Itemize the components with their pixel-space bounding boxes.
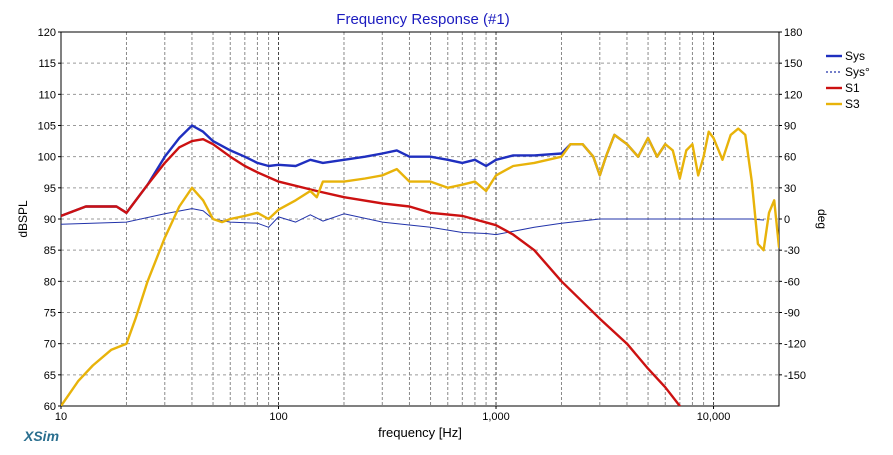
xsim-logo: XSim (23, 428, 59, 444)
y-left-tick-label: 115 (38, 58, 56, 70)
series-line-s1 (61, 138, 681, 406)
legend-label-sys: Sys° (845, 65, 870, 79)
legend: Sys Sys° S1 S3 (826, 49, 870, 111)
y-axis-right-label: deg (815, 209, 829, 229)
legend-label-sys: Sys (845, 49, 865, 63)
y-left-tick-label: 65 (44, 370, 56, 382)
y-left-tick-label: 80 (44, 276, 56, 288)
y-right-tick-label: -120 (784, 339, 806, 351)
y-axis-left-label: dBSPL (16, 200, 30, 238)
x-tick-label: 10,000 (697, 411, 731, 423)
y-right-tick-label: -150 (784, 370, 806, 382)
y-right-tick-label: 180 (784, 27, 802, 39)
y-left-tick-label: 75 (44, 308, 56, 320)
y-left-tick-label: 120 (38, 27, 56, 39)
axis-ticks: 6065707580859095100105110115120-150-120-… (38, 27, 806, 423)
series-line-s3 (61, 127, 779, 406)
chart-title: Frequency Response (#1) (336, 11, 509, 28)
y-right-tick-label: 150 (784, 58, 802, 70)
x-tick-label: 1,000 (482, 411, 510, 423)
series-line-sys (61, 208, 765, 236)
y-left-tick-label: 90 (44, 214, 56, 226)
legend-label-s3: S3 (845, 97, 860, 111)
y-right-tick-label: 90 (784, 121, 796, 133)
x-axis-label: frequency [Hz] (378, 425, 462, 440)
y-right-tick-label: -60 (784, 276, 800, 288)
y-left-tick-label: 100 (38, 152, 56, 164)
x-tick-label: 10 (55, 411, 67, 423)
y-right-tick-label: 60 (784, 152, 796, 164)
y-right-tick-label: 0 (784, 214, 790, 226)
y-left-tick-label: 110 (38, 89, 56, 101)
y-right-tick-label: 120 (784, 89, 802, 101)
y-left-tick-label: 85 (44, 245, 56, 257)
y-left-tick-label: 70 (44, 339, 56, 351)
y-left-tick-label: 105 (38, 121, 56, 133)
y-right-tick-label: -90 (784, 308, 800, 320)
y-right-tick-label: -30 (784, 245, 800, 257)
x-tick-label: 100 (269, 411, 287, 423)
y-right-tick-label: 30 (784, 183, 796, 195)
legend-label-s1: S1 (845, 81, 860, 95)
y-left-tick-label: 60 (44, 401, 56, 413)
series-lines (61, 124, 779, 406)
y-left-tick-label: 95 (44, 183, 56, 195)
